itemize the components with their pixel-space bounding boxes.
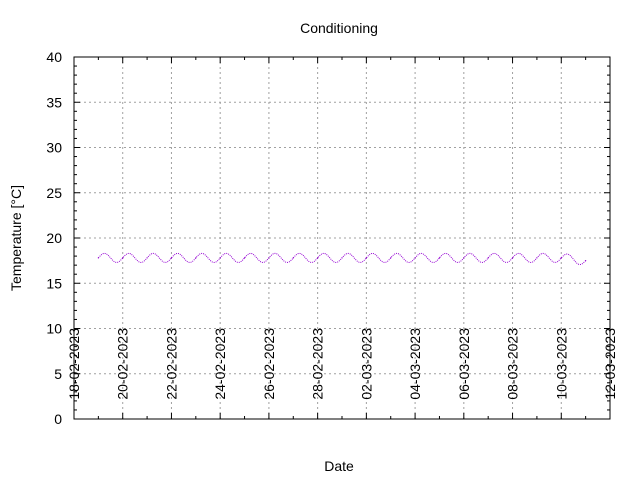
chart-title: Conditioning <box>300 20 378 36</box>
data-point <box>195 257 197 259</box>
data-point <box>170 257 173 259</box>
data-point <box>341 257 343 259</box>
y-tick-label: 10 <box>46 321 62 337</box>
series-layer <box>97 252 587 265</box>
data-point <box>536 257 538 259</box>
data-point <box>292 257 294 259</box>
data-point <box>438 257 441 259</box>
x-tick-label: 08-03-2023 <box>505 328 521 400</box>
data-point <box>487 257 489 259</box>
data-point <box>97 257 99 259</box>
data-point <box>463 257 465 259</box>
x-tick-label: 10-03-2023 <box>553 328 569 400</box>
x-axis: 18-02-2023 20-02-2023 22-02-2023 24-02-2023… <box>66 57 618 419</box>
x-tick-label: 24-02-2023 <box>212 328 228 400</box>
data-point <box>219 257 221 259</box>
data-point <box>146 257 148 259</box>
x-tick-label: 18-02-2023 <box>66 328 82 400</box>
x-tick-label: 04-03-2023 <box>407 328 423 400</box>
data-point <box>122 257 124 259</box>
y-tick-label: 5 <box>54 366 62 382</box>
y-tick-label: 15 <box>46 275 62 291</box>
x-tick-label: 06-03-2023 <box>456 328 472 400</box>
y-tick-label: 20 <box>46 230 62 246</box>
x-tick-label: 22-02-2023 <box>163 328 179 400</box>
data-point <box>414 257 416 259</box>
data-point <box>365 257 367 259</box>
x-tick-label: 26-02-2023 <box>261 328 277 400</box>
x-tick-label: 12-03-2023 <box>602 328 618 400</box>
data-point <box>560 257 562 259</box>
y-tick-label: 35 <box>46 94 62 110</box>
data-point <box>511 257 514 259</box>
y-tick-label: 40 <box>46 49 62 65</box>
x-tick-label: 02-03-2023 <box>358 328 374 400</box>
data-point <box>243 257 246 259</box>
x-axis-label: Date <box>324 458 354 474</box>
data-point <box>390 257 392 259</box>
grid <box>74 57 610 419</box>
x-tick-label: 20-02-2023 <box>115 328 131 400</box>
y-axis-label: Temperature [°C] <box>8 185 24 291</box>
data-point <box>317 257 319 259</box>
y-tick-label: 25 <box>46 185 62 201</box>
y-axis: 0 5 10 15 20 25 30 35 40 <box>46 49 610 427</box>
data-point <box>585 260 587 262</box>
y-tick-label: 0 <box>54 411 62 427</box>
data-point <box>268 257 270 259</box>
x-tick-label: 28-02-2023 <box>310 328 326 400</box>
y-tick-label: 30 <box>46 140 62 156</box>
